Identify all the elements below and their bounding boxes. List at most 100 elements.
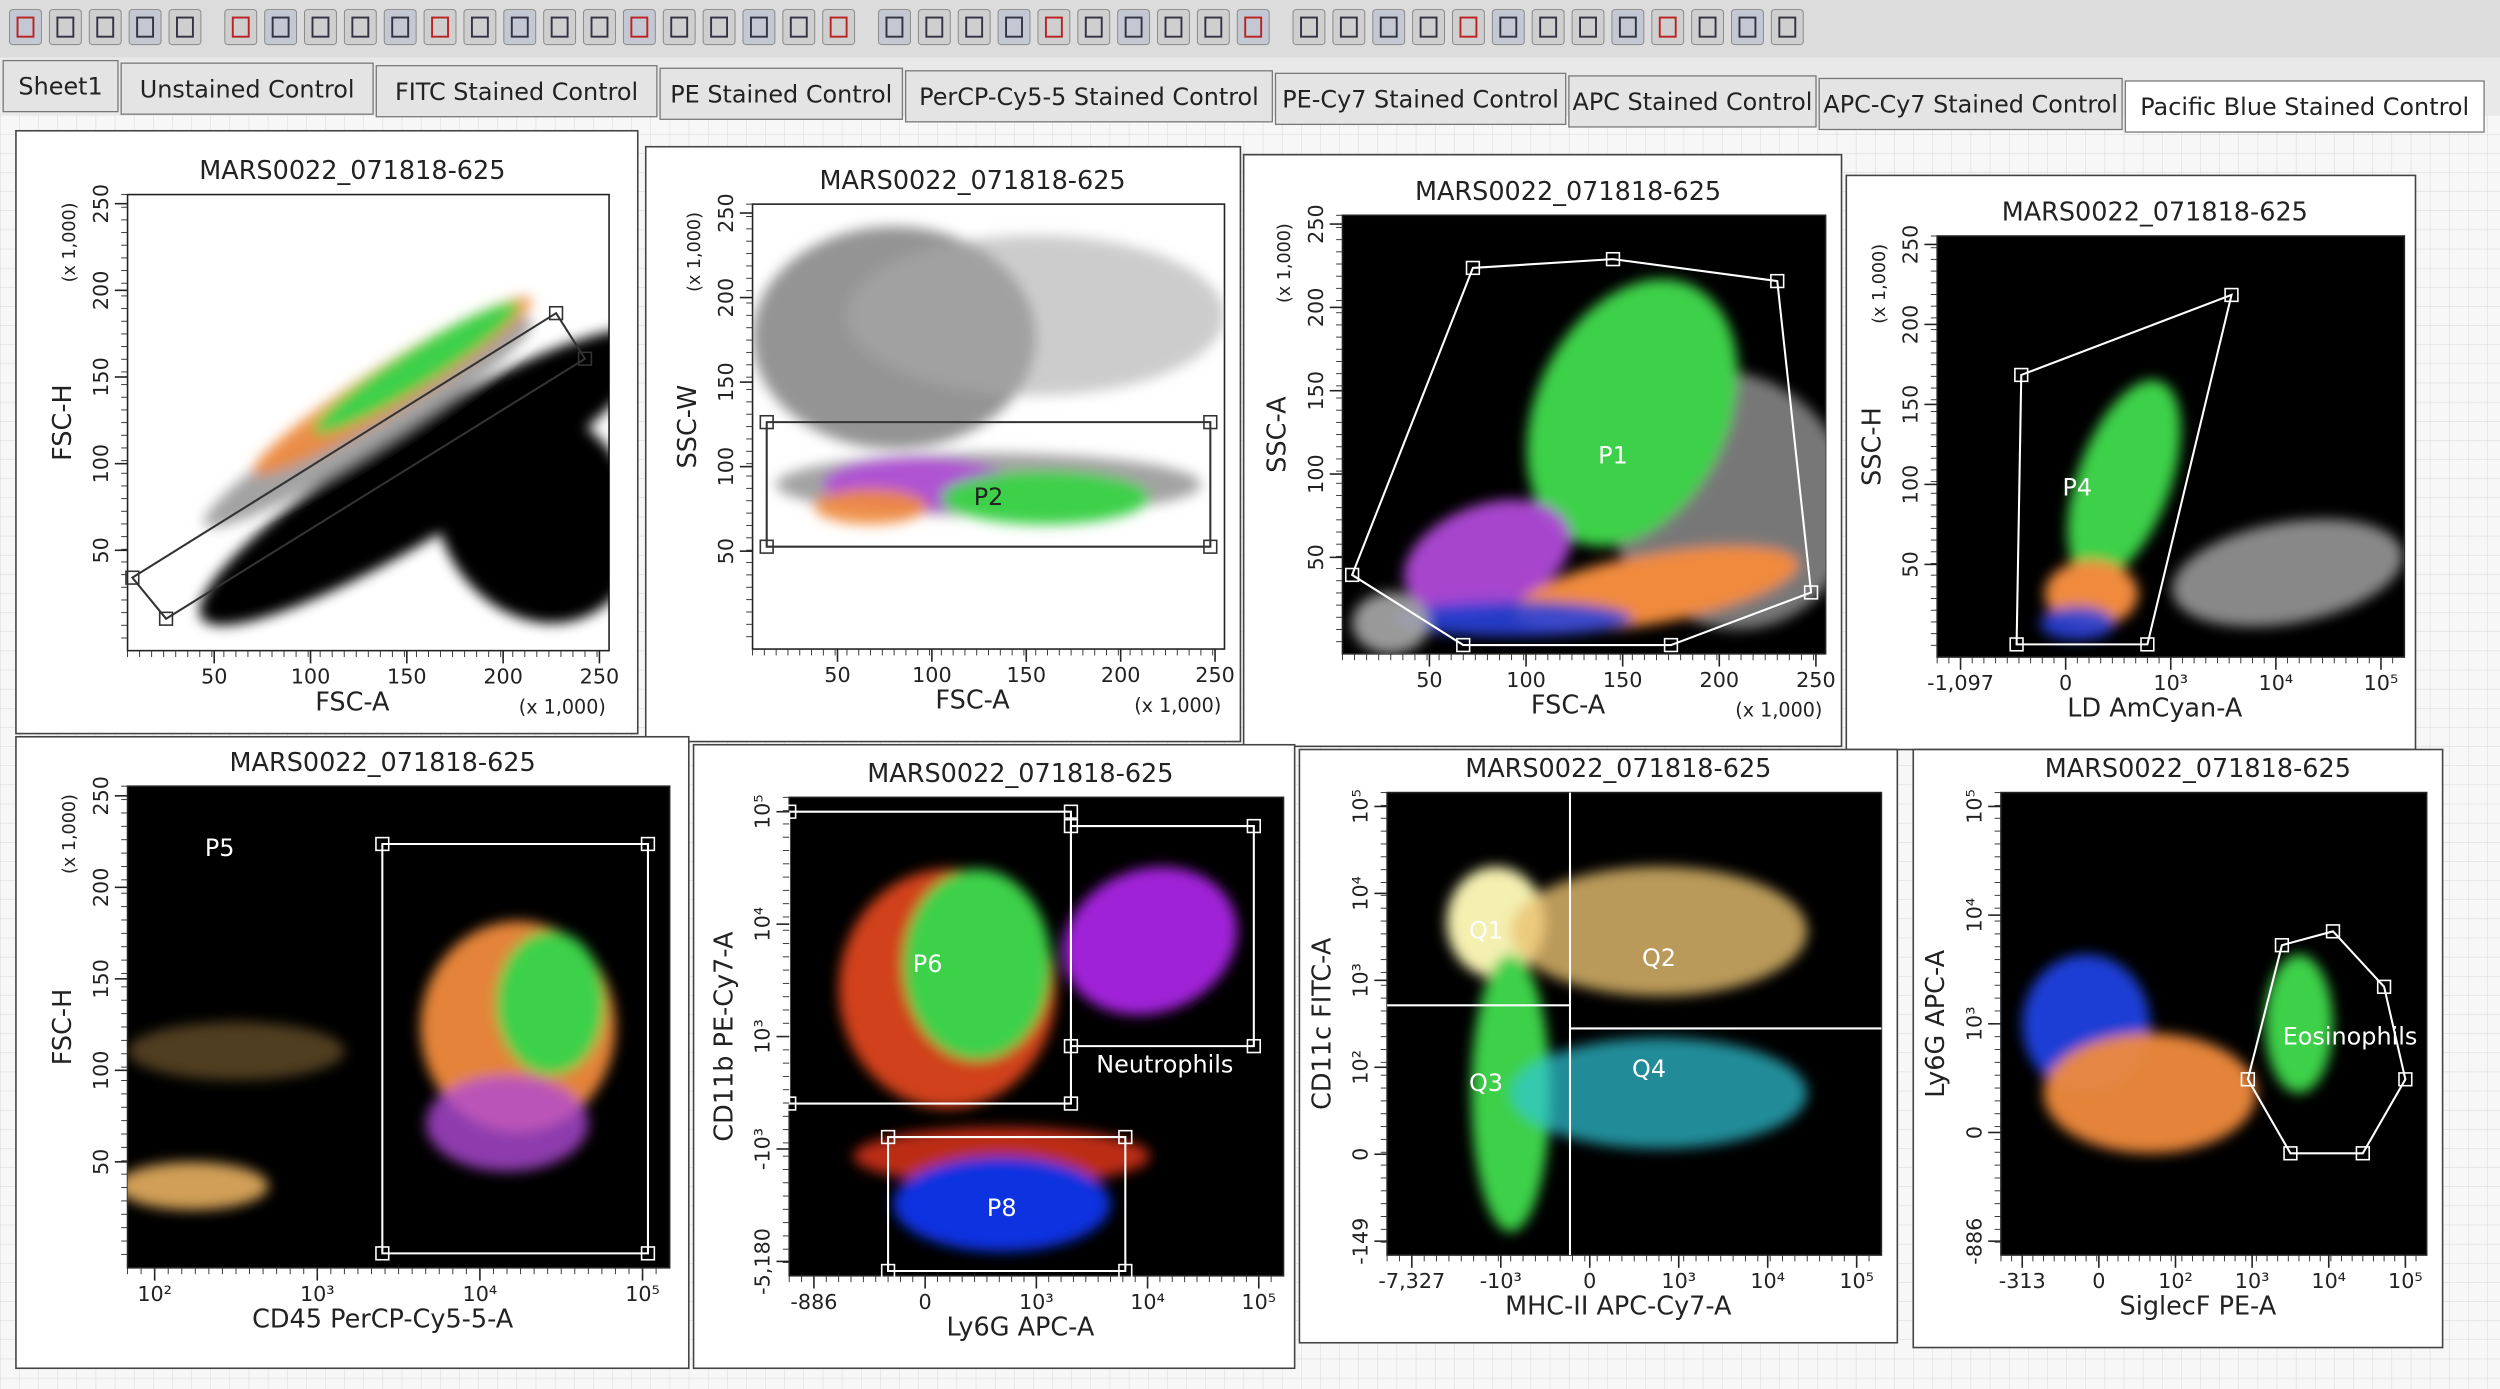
toolbar-button[interactable] — [1037, 9, 1071, 46]
gate-handle[interactable] — [1803, 585, 1819, 600]
gate[interactable] — [2015, 293, 2233, 646]
gate-handle[interactable] — [2398, 1072, 2413, 1087]
toolbar-button[interactable] — [224, 9, 258, 46]
gate-handle[interactable] — [1203, 414, 1218, 430]
gate-handle[interactable] — [2224, 287, 2239, 303]
gate-handle[interactable] — [1063, 1038, 1079, 1054]
toolbar-button[interactable] — [543, 9, 577, 46]
gate-handle[interactable] — [1246, 1038, 1262, 1054]
toolbar-button[interactable] — [1651, 9, 1685, 46]
toolbar-button[interactable] — [1412, 9, 1445, 46]
gate[interactable] — [1350, 258, 1813, 647]
gate[interactable] — [765, 421, 1212, 548]
toolbar-button[interactable] — [1196, 9, 1230, 46]
gate-handle[interactable] — [548, 305, 564, 321]
gate-handle[interactable] — [1456, 637, 1471, 653]
toolbar-button[interactable] — [1531, 9, 1565, 46]
gate-handle[interactable] — [125, 570, 140, 585]
toolbar-button[interactable] — [957, 9, 991, 46]
toolbar-button[interactable] — [304, 9, 337, 46]
toolbar-button[interactable] — [702, 9, 736, 46]
toolbar-button[interactable] — [742, 9, 776, 46]
toolbar-button[interactable] — [1157, 9, 1190, 46]
toolbar-button[interactable] — [1770, 9, 1804, 46]
gate[interactable] — [130, 311, 587, 621]
gate-handle[interactable] — [1063, 804, 1079, 819]
toolbar-button[interactable] — [48, 9, 82, 46]
toolbar-button[interactable] — [1491, 9, 1525, 46]
toolbar-button[interactable] — [822, 9, 856, 46]
toolbar-button[interactable] — [662, 9, 696, 46]
gate-handle[interactable] — [2376, 979, 2392, 994]
sheet-tab[interactable] — [659, 67, 904, 120]
toolbar-button[interactable] — [917, 9, 951, 46]
gate-handle[interactable] — [2014, 367, 2029, 383]
gate-handle[interactable] — [2240, 1072, 2256, 1087]
toolbar-button[interactable] — [1332, 9, 1366, 46]
toolbar-button[interactable] — [503, 9, 537, 46]
toolbar-button[interactable] — [1691, 9, 1725, 46]
toolbar-button[interactable] — [1611, 9, 1645, 46]
gate-handle[interactable] — [640, 1246, 656, 1261]
toolbar-button[interactable] — [1236, 9, 1270, 46]
gate-handle[interactable] — [2274, 938, 2290, 953]
toolbar-button[interactable] — [88, 9, 122, 46]
gate-handle[interactable] — [1663, 637, 1679, 653]
gate[interactable] — [788, 810, 1072, 1105]
gate-handle[interactable] — [375, 1246, 390, 1261]
gate-handle[interactable] — [1118, 1129, 1133, 1145]
sheet-tab[interactable] — [1274, 72, 1567, 126]
sheet-tab[interactable] — [375, 65, 658, 118]
toolbar-button[interactable] — [1452, 9, 1485, 46]
gate-handle[interactable] — [1063, 1096, 1079, 1111]
gate-handle[interactable] — [640, 836, 656, 852]
toolbar-button[interactable] — [583, 9, 616, 46]
toolbar-button[interactable] — [878, 9, 911, 46]
gate-handle[interactable] — [2009, 637, 2024, 652]
gate-handle[interactable] — [880, 1129, 896, 1145]
sheet-tab[interactable] — [904, 70, 1273, 123]
sheet-tab[interactable] — [2124, 80, 2485, 133]
gate-handle[interactable] — [759, 414, 774, 430]
gate-handle[interactable] — [1063, 818, 1079, 834]
gate-handle[interactable] — [1246, 818, 1262, 834]
toolbar-button[interactable] — [1571, 9, 1605, 46]
gate[interactable] — [1069, 825, 1255, 1048]
gate[interactable] — [887, 1135, 1127, 1273]
toolbar-button[interactable] — [463, 9, 497, 46]
gate-handle[interactable] — [782, 1096, 797, 1111]
gate-handle[interactable] — [759, 539, 774, 554]
toolbar-button[interactable] — [1077, 9, 1111, 46]
toolbar-button[interactable] — [1117, 9, 1151, 46]
gate[interactable] — [381, 842, 649, 1255]
gate-handle[interactable] — [577, 351, 593, 366]
toolbar-button[interactable] — [9, 9, 42, 46]
gate-handle[interactable] — [1605, 251, 1621, 267]
gate-handle[interactable] — [1344, 567, 1360, 583]
gate-handle[interactable] — [2140, 637, 2155, 652]
gate-handle[interactable] — [2355, 1146, 2370, 1161]
gate[interactable] — [2246, 930, 2407, 1155]
gate-handle[interactable] — [2325, 924, 2341, 939]
toolbar-button[interactable] — [782, 9, 816, 46]
sheet-tab[interactable] — [120, 62, 374, 115]
toolbar-button[interactable] — [1731, 9, 1764, 46]
gate-handle[interactable] — [2283, 1146, 2298, 1161]
gate-handle[interactable] — [1465, 260, 1481, 276]
toolbar-button[interactable] — [622, 9, 656, 46]
toolbar-button[interactable] — [1292, 9, 1326, 46]
gate-handle[interactable] — [375, 836, 390, 852]
sheet-tab[interactable] — [1818, 77, 2123, 131]
toolbar-button[interactable] — [423, 9, 457, 46]
gate-handle[interactable] — [1203, 539, 1218, 554]
toolbar-button[interactable] — [128, 9, 162, 46]
gate-handle[interactable] — [1770, 273, 1785, 289]
toolbar-button[interactable] — [264, 9, 298, 46]
toolbar-button[interactable] — [997, 9, 1031, 46]
gate-handle[interactable] — [1118, 1263, 1133, 1279]
sheet-tab[interactable] — [2, 59, 119, 113]
toolbar-button[interactable] — [1372, 9, 1406, 46]
toolbar-button[interactable] — [343, 9, 377, 46]
toolbar-button[interactable] — [383, 9, 417, 46]
sheet-tab[interactable] — [1568, 75, 1817, 128]
